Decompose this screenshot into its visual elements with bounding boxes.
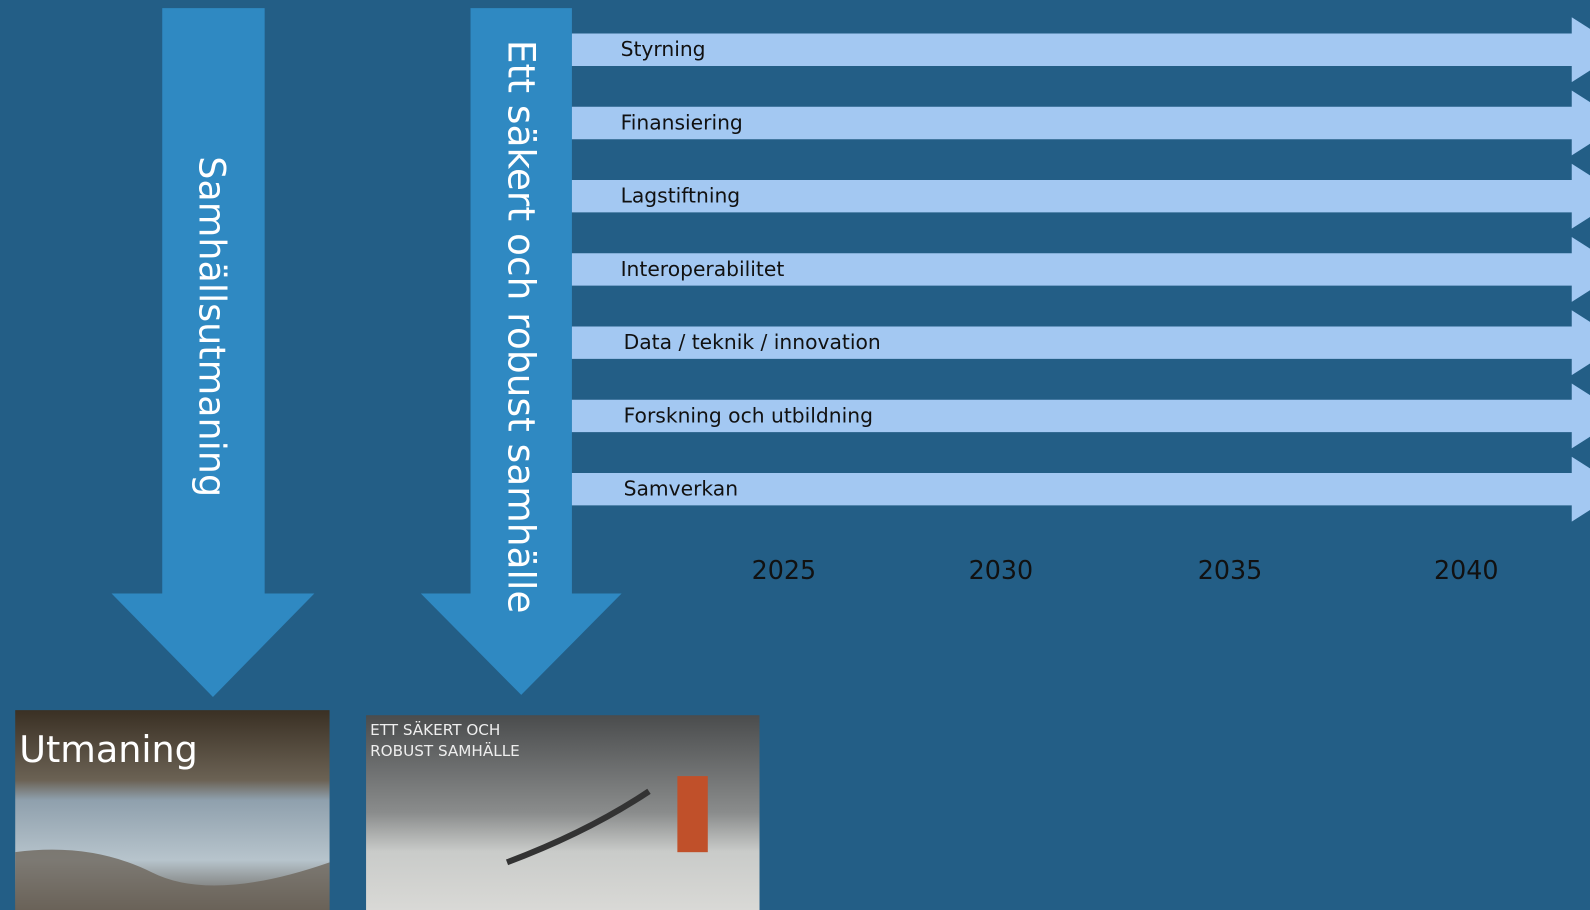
year-label: 2035 [1198,555,1262,585]
year-label: 2025 [752,555,816,585]
photo-caption: ROBUST SAMHÄLLE [370,741,520,760]
arrow-label: Samhällsutmaning [190,156,233,497]
year-label: 2040 [1434,555,1498,585]
stream-label: Interoperabilitet [621,257,785,281]
photo-caption: Utmaning [19,728,197,771]
year-label: 2030 [969,555,1033,585]
stream-label: Forskning och utbildning [624,403,873,427]
photo-detail [677,776,707,852]
arrow-label: Ett säkert och robust samhälle [500,40,544,614]
diagram: Samhällsutmaning Ett säkert och robust s… [0,0,1590,910]
stream-label: Styrning [621,37,706,61]
stream-label: Samverkan [624,477,738,501]
stream-label: Finansiering [621,110,743,134]
photo-caption: ETT SÄKERT OCH [370,720,500,739]
page: {"arrows": [{"label": "Samhällsutmaning"… [0,0,1590,910]
stream-label: Data / teknik / innovation [624,330,881,354]
stream-label: Lagstiftning [621,184,741,208]
photo-panel: ETT SÄKERT OCH ROBUST SAMHÄLLE [366,715,759,910]
photo-panel: Utmaning [15,710,329,910]
